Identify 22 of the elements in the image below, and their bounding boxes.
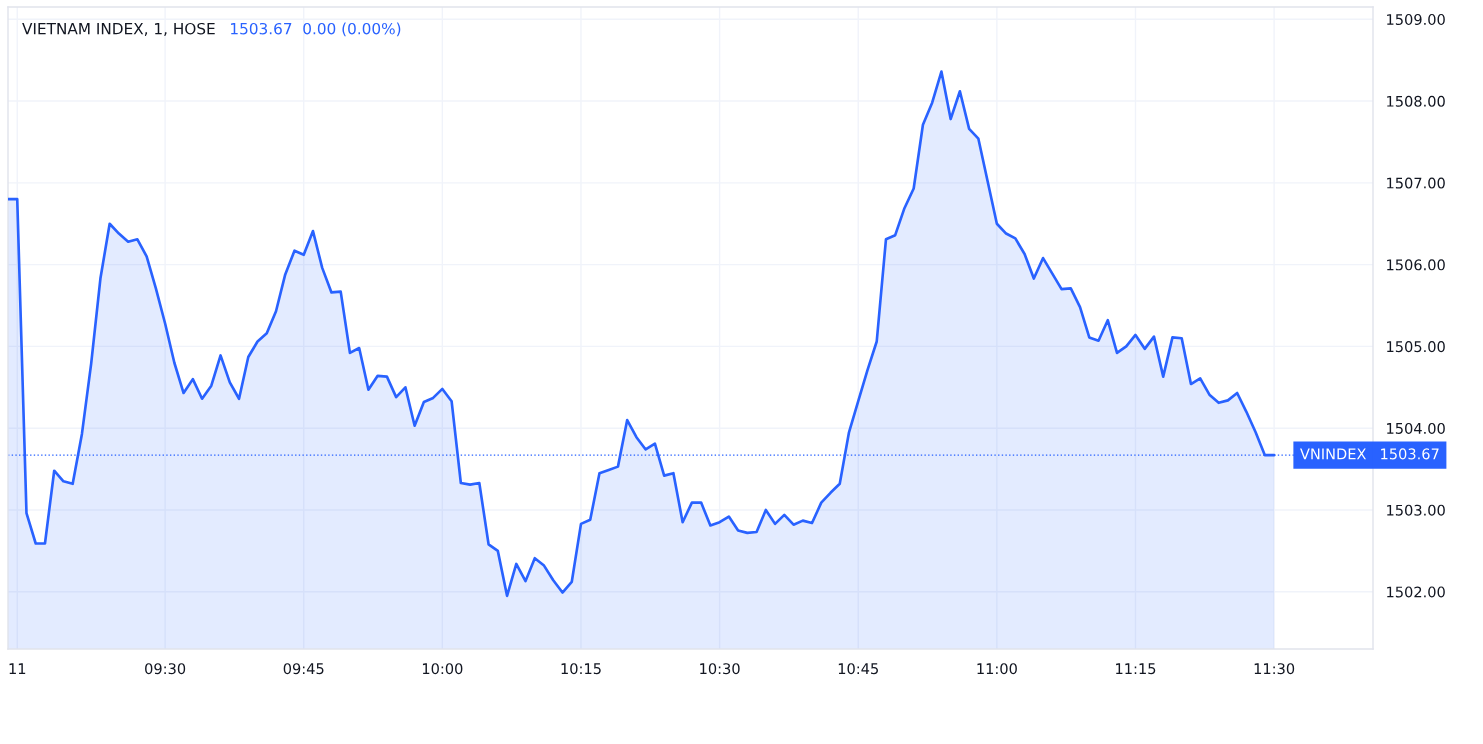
y-tick-label: 1506.00 — [1387, 259, 1445, 271]
x-tick-label: 09:45 — [283, 663, 324, 675]
text: 1503.67 — [1381, 448, 1439, 460]
text: VIETNAM INDEX, 1, HOSE — [22, 22, 215, 36]
y-tick-label: 1502.00 — [1387, 586, 1445, 598]
x-tick-label: 11 — [9, 663, 26, 674]
ref-line-label: VNINDEX — [1300, 448, 1367, 460]
y-tick-label: 1507.00 — [1387, 177, 1445, 189]
y-tick-label: 1503.00 — [1387, 504, 1445, 516]
x-tick-label: 11:15 — [1116, 663, 1156, 675]
x-tick-label: 11:30 — [1254, 663, 1295, 675]
y-tick-label: 1505.00 — [1387, 341, 1445, 353]
x-tick-label: 11:00 — [977, 663, 1017, 675]
x-tick-label: 09:30 — [145, 663, 186, 675]
x-tick-label: 10:00 — [422, 663, 463, 675]
text: 1503.67 0.00 (0.00%) — [231, 22, 401, 37]
x-tick-label: 10:45 — [838, 663, 878, 675]
y-tick-label: 1509.00 — [1387, 13, 1445, 26]
y-tick-label: 1504.00 — [1387, 422, 1445, 434]
x-tick-label: 10:30 — [700, 663, 740, 675]
y-tick-label: 1508.00 — [1387, 95, 1445, 107]
x-tick-label: 10:15 — [561, 663, 601, 675]
